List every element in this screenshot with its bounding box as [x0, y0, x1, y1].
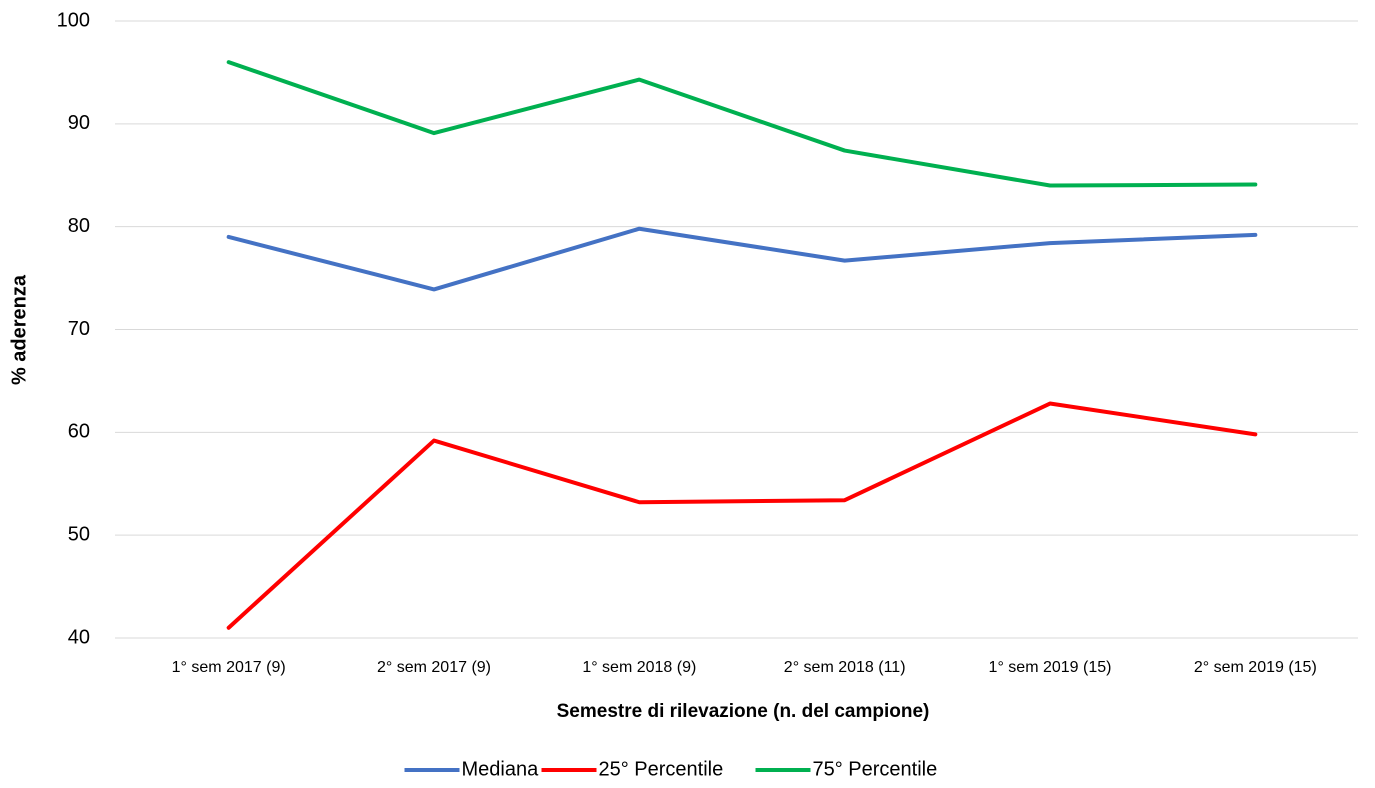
y-tick-label: 70 — [68, 318, 90, 340]
y-axis-title: % aderenza — [8, 274, 30, 385]
series-line — [226, 60, 1258, 188]
legend-label: 25° Percentile — [599, 758, 724, 780]
y-tick-label: 40 — [68, 626, 90, 648]
x-axis-title: Semestre di rilevazione (n. del campione… — [557, 701, 930, 722]
x-tick-label: 2° sem 2018 (11) — [784, 659, 906, 676]
y-tick-label: 100 — [57, 9, 90, 31]
y-tick-label: 80 — [68, 215, 90, 237]
y-tick-label: 60 — [68, 421, 90, 443]
x-tick-label: 1° sem 2017 (9) — [172, 659, 286, 676]
x-tick-label: 2° sem 2017 (9) — [377, 659, 491, 676]
x-tick-label: 1° sem 2019 (15) — [989, 659, 1112, 676]
legend-label: 75° Percentile — [813, 758, 938, 780]
x-tick-label: 1° sem 2018 (9) — [582, 659, 696, 676]
series-line — [226, 401, 1258, 630]
x-tick-label: 2° sem 2019 (15) — [1194, 659, 1317, 676]
series-line — [226, 226, 1258, 292]
y-tick-label: 90 — [68, 112, 90, 134]
y-tick-label: 50 — [68, 523, 90, 545]
legend-label: Mediana — [462, 758, 540, 780]
